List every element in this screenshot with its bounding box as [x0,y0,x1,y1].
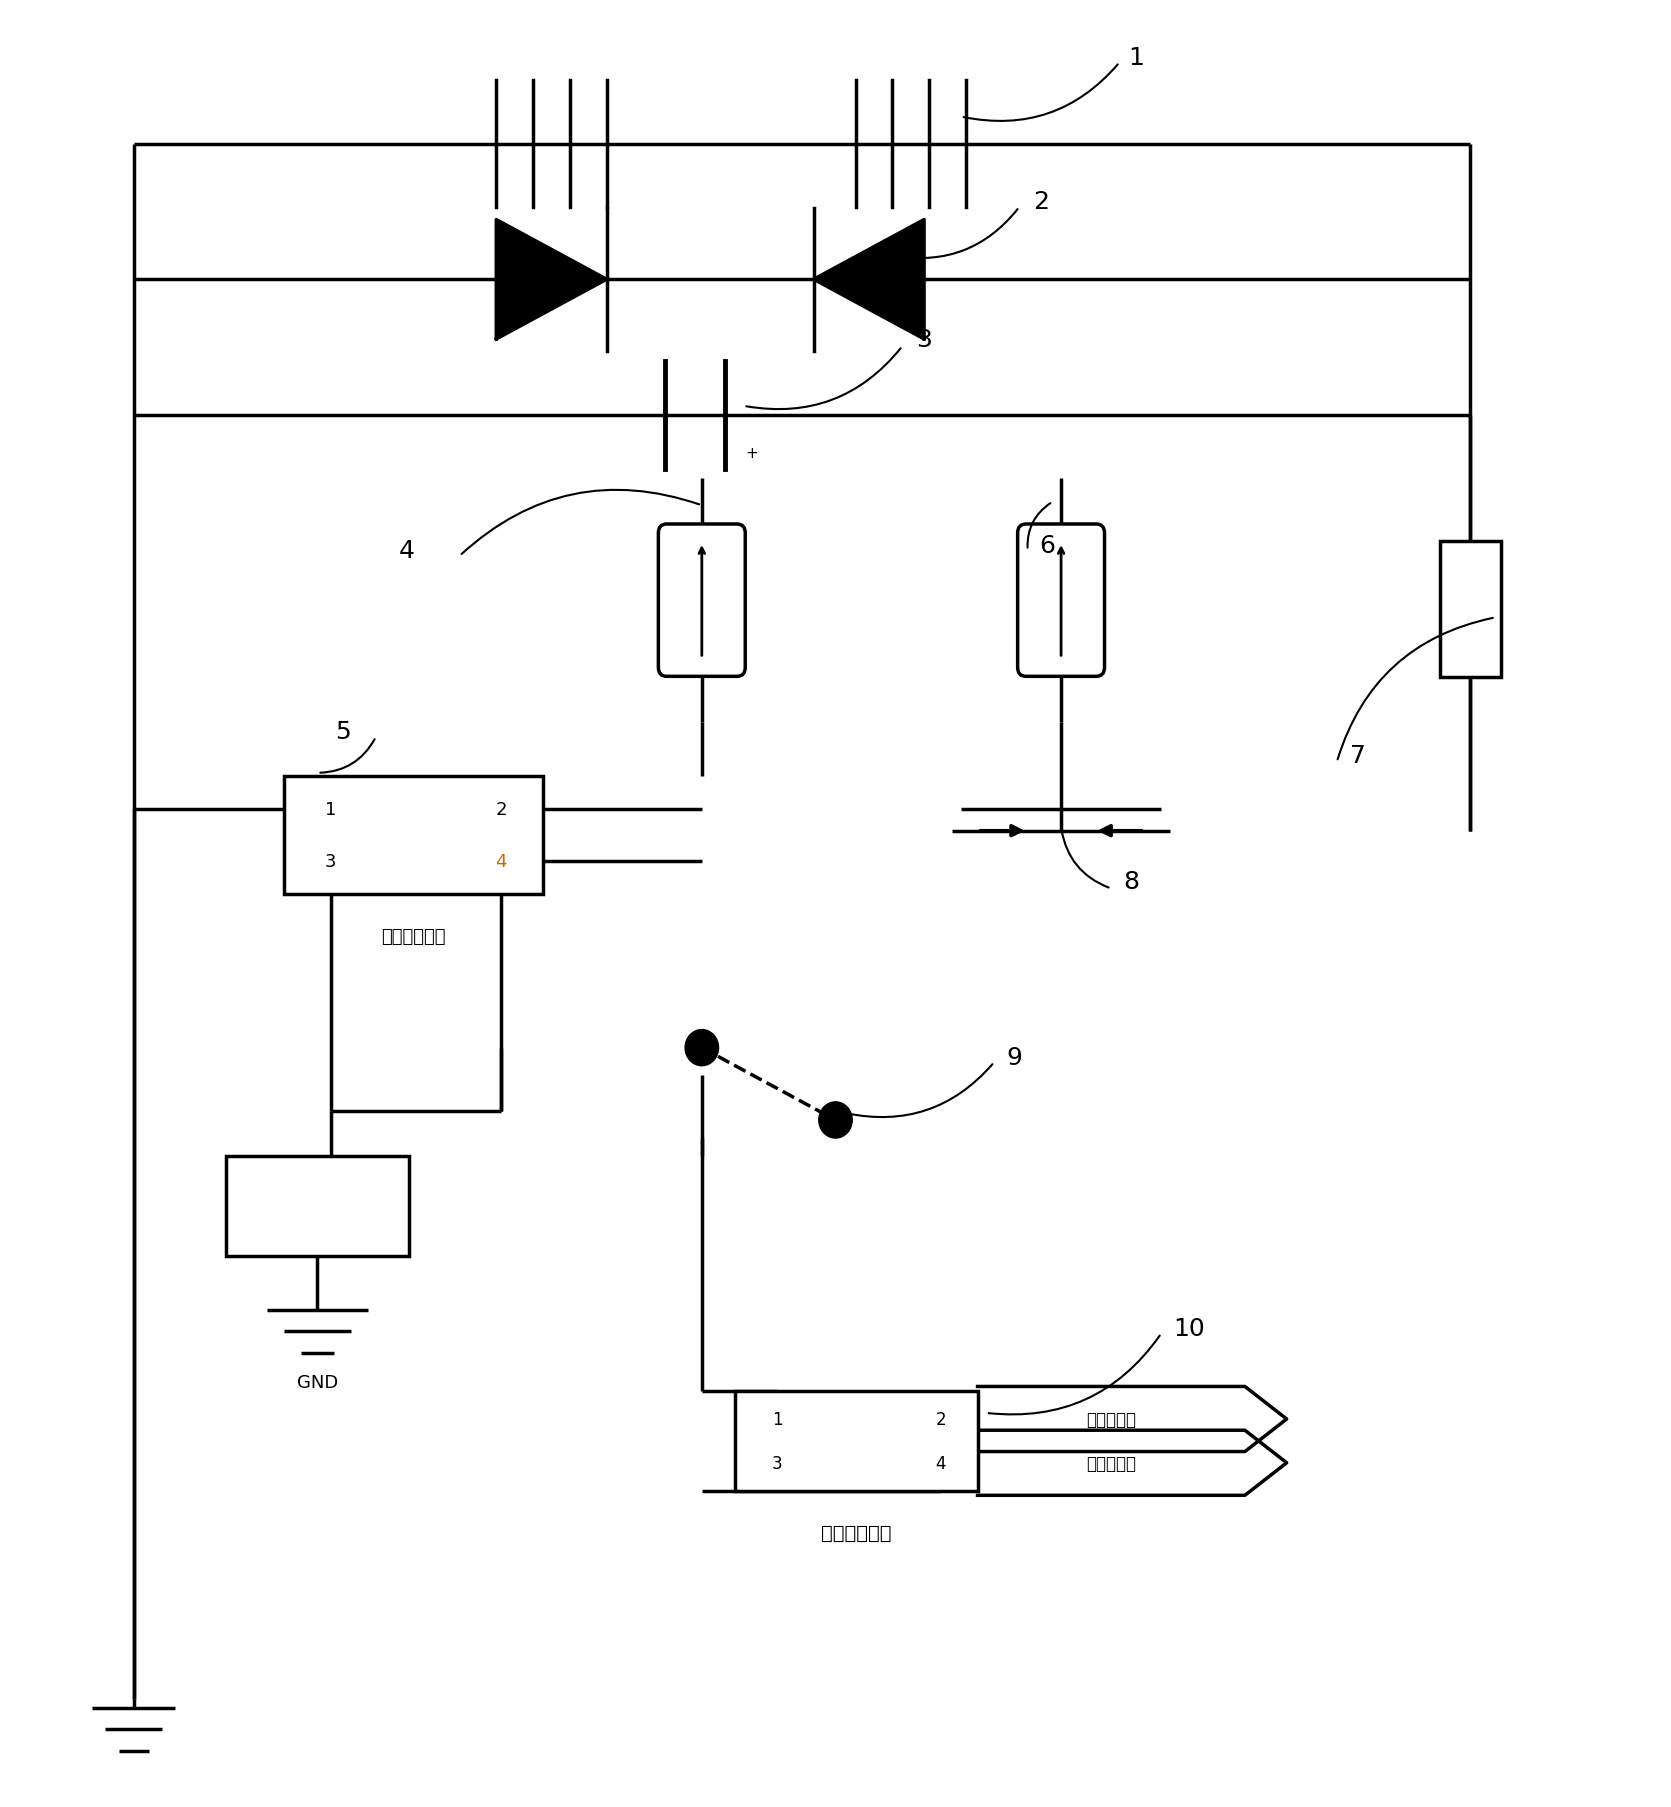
Circle shape [685,1030,719,1066]
Polygon shape [814,220,924,340]
Text: 9: 9 [1006,1044,1023,1070]
Text: 漏电保护单元: 漏电保护单元 [381,927,446,945]
Text: 2: 2 [1033,190,1049,215]
Text: 石墨烯正极: 石墨烯正极 [1086,1409,1136,1428]
Bar [735,1391,978,1491]
Text: 6: 6 [1039,533,1056,558]
Text: 1: 1 [1128,45,1145,70]
Text: 8: 8 [1123,869,1140,894]
Text: 4: 4 [398,538,414,564]
Text: 石墨烯插接口: 石墨烯插接口 [820,1523,892,1543]
Text: 2: 2 [936,1409,946,1428]
Text: 1: 1 [326,801,336,819]
Text: 4: 4 [936,1455,946,1473]
Circle shape [819,1102,852,1138]
Text: 1: 1 [772,1409,782,1428]
Text: 10: 10 [1173,1315,1205,1341]
FancyBboxPatch shape [1018,524,1105,678]
Text: GND: GND [297,1373,338,1391]
Text: 3: 3 [772,1455,782,1473]
Text: 5: 5 [336,719,351,744]
Text: +: + [745,446,759,461]
Polygon shape [496,220,607,340]
Text: 2: 2 [496,801,506,819]
FancyBboxPatch shape [658,524,745,678]
Text: 7: 7 [1350,743,1367,768]
Text: 3: 3 [326,853,336,871]
Text: 4: 4 [496,853,506,871]
Bar [284,777,543,894]
Text: 3: 3 [916,327,932,352]
Text: 石墨烯负极: 石墨烯负极 [1086,1455,1136,1473]
Bar [226,1156,409,1256]
Bar [1440,542,1501,678]
